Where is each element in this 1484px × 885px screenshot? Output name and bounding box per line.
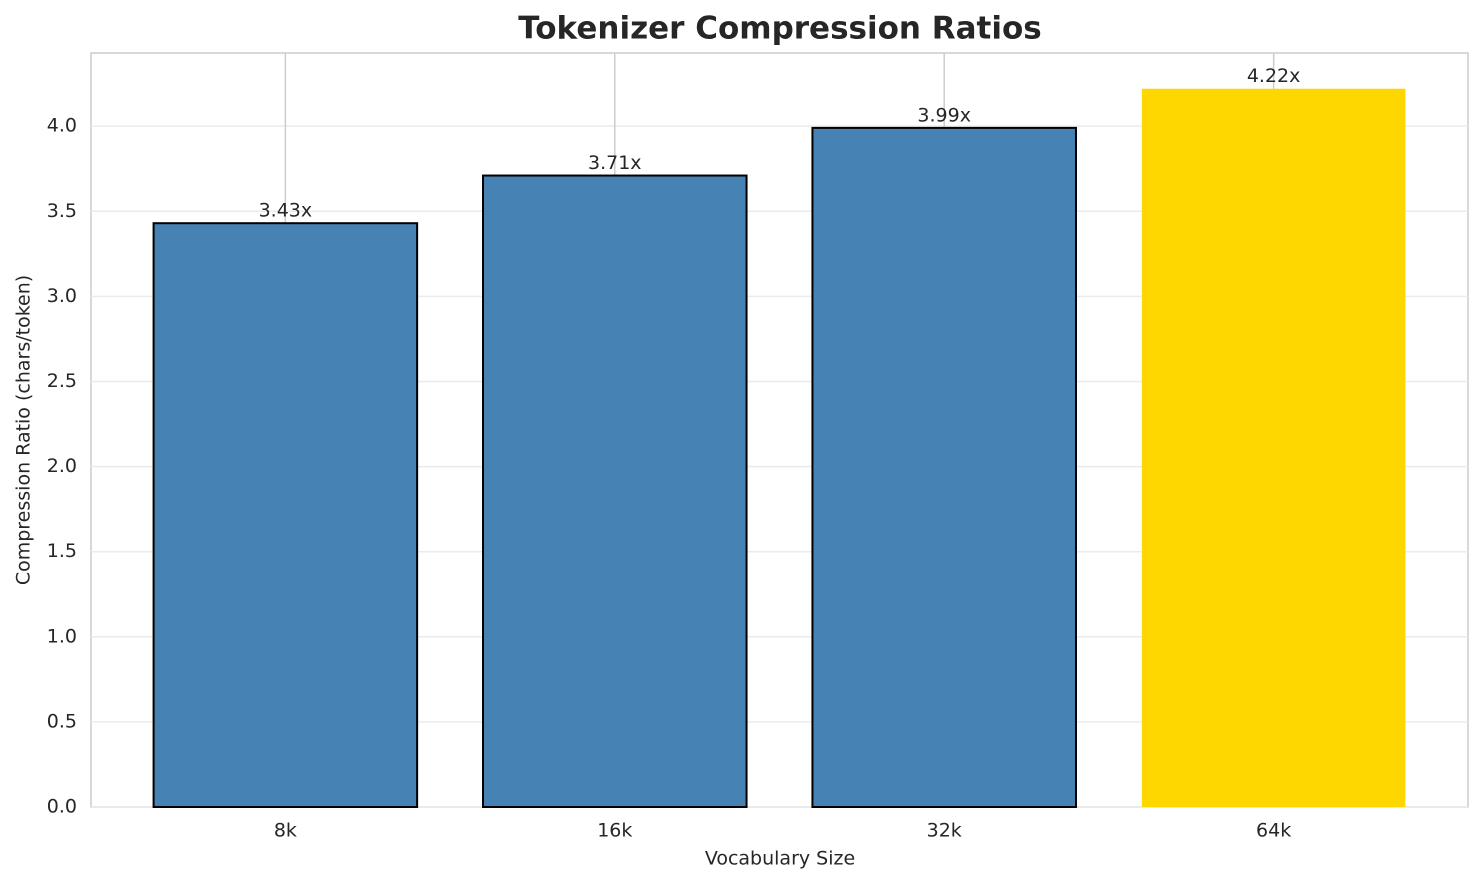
x-axis-label: Vocabulary Size: [705, 848, 855, 870]
x-tick-label: 8k: [274, 820, 297, 842]
x-tick-label: 16k: [597, 820, 632, 842]
bar: [811, 126, 1077, 808]
bar: [1141, 88, 1406, 807]
y-tick-label: 4.0: [47, 115, 77, 137]
x-tick-label: 32k: [927, 820, 962, 842]
value-label: 3.99x: [917, 104, 971, 126]
y-tick-label: 3.0: [47, 285, 77, 307]
bar: [482, 174, 748, 809]
value-label: 3.71x: [588, 152, 642, 174]
y-tick-label: 2.0: [47, 455, 77, 477]
y-tick-label: 2.5: [47, 370, 77, 392]
value-label: 3.43x: [259, 200, 313, 222]
y-tick-label: 0.5: [47, 710, 77, 732]
y-tick-label: 1.5: [47, 540, 77, 562]
bar: [152, 222, 419, 808]
x-tick-label: 64k: [1256, 820, 1291, 842]
y-axis-label: Compression Ratio (chars/token): [13, 275, 35, 585]
y-tick-label: 3.5: [47, 200, 77, 222]
y-tick-label: 0.0: [47, 796, 77, 818]
value-label: 4.22x: [1247, 65, 1301, 87]
chart-title: Tokenizer Compression Ratios: [518, 11, 1042, 47]
y-tick-label: 1.0: [47, 625, 77, 647]
